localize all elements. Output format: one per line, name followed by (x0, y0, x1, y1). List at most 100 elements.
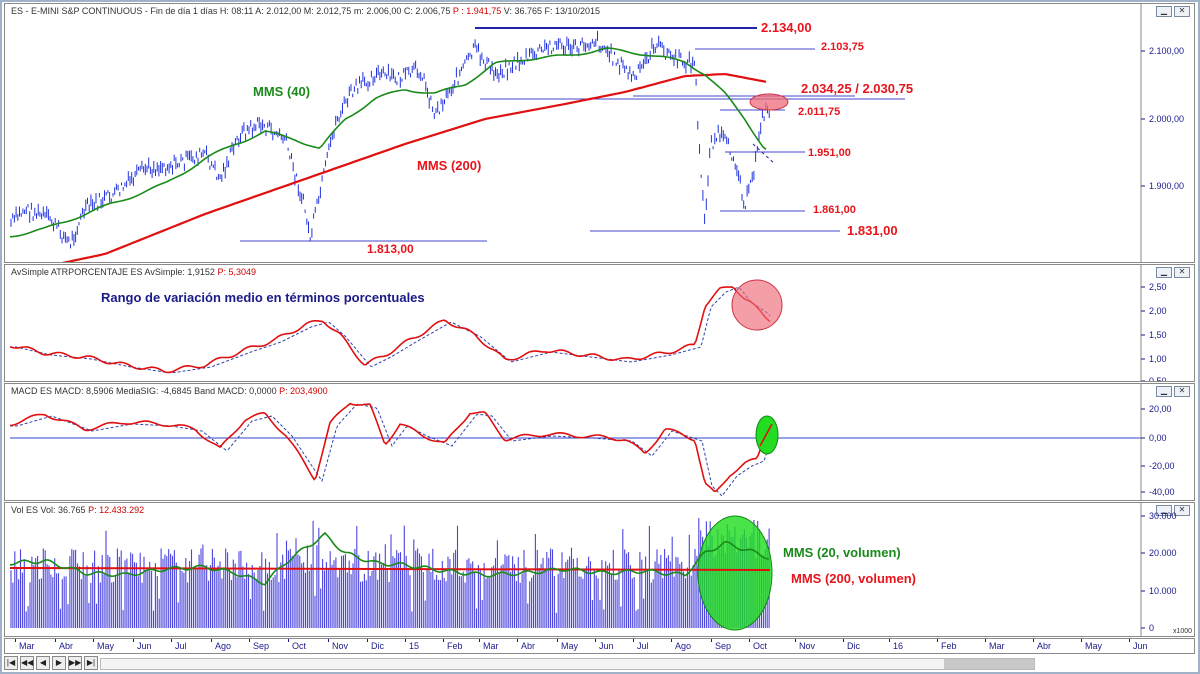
close-pane-button[interactable]: ✕ (1174, 386, 1190, 397)
prev-icon[interactable]: ◀ (36, 656, 50, 670)
time-axis-tick (795, 639, 796, 642)
time-axis-label: Sep (253, 641, 270, 651)
macd-pane[interactable]: MACD ES MACD: 8,5906 MediaSIG: -4,6845 B… (4, 383, 1195, 501)
close-pane-button[interactable]: ✕ (1174, 505, 1190, 516)
time-axis-tick (443, 639, 444, 642)
volume-scale-label: x1000 (1173, 628, 1192, 635)
first-icon[interactable]: |◀ (4, 656, 18, 670)
scrollbar-thumb[interactable] (944, 659, 1034, 669)
level-1951-label: 1.951,00 (808, 147, 851, 159)
volume-pane-buttons: ▁ ✕ (1156, 505, 1190, 516)
time-axis-label: Dic (371, 641, 384, 651)
price-chart-svg: 2.100,00 2.000,00 1.900,00 (9, 4, 1184, 262)
time-axis-label: May (1085, 641, 1103, 651)
time-axis-tick (367, 639, 368, 642)
time-scrollbar[interactable] (100, 658, 1035, 670)
time-axis-tick (557, 639, 558, 642)
macd-chart-svg: 20,00 0,00 -20,00 -40,00 (9, 384, 1175, 500)
volume-tick-label: 20.000 (1149, 548, 1177, 558)
volume-chart-svg: 30.000 20.000 10.000 0 x1000 (9, 503, 1192, 636)
price-pane[interactable]: ES - E-MINI S&P CONTINUOUS - Fin de día … (4, 3, 1195, 263)
mms40-line (9, 47, 767, 238)
atr-tick-label: 2,50 (1149, 282, 1167, 292)
time-axis-label: Oct (753, 641, 768, 651)
time-axis-label: Ago (215, 641, 232, 651)
atr-tick-label: 0,50 (1149, 376, 1167, 382)
time-axis-label: May (97, 641, 115, 651)
time-axis-tick (595, 639, 596, 642)
price-tick-label: 2.000,00 (1149, 114, 1184, 124)
volume-tick-label: 30.000 (1149, 511, 1177, 521)
level-2134-label: 2.134,00 (761, 20, 812, 35)
time-axis-label: 15 (409, 641, 420, 651)
minimize-pane-button[interactable]: ▁ (1156, 386, 1172, 397)
atr-pane-header: AvSimple ATRPORCENTAJE ES AvSimple: 1,91… (11, 267, 256, 277)
atr-line (9, 286, 771, 374)
level-1861-label: 1.861,00 (813, 204, 856, 216)
time-axis-label: Mar (483, 641, 499, 651)
atr-pane-buttons: ▁ ✕ (1156, 267, 1190, 278)
atr-signal-line (10, 286, 771, 374)
close-pane-button[interactable]: ✕ (1174, 6, 1190, 17)
volume-pane[interactable]: Vol ES Vol: 36.765 P: 12.433.292 ▁ ✕ 30.… (4, 502, 1195, 637)
time-axis-label: Feb (941, 641, 957, 651)
time-axis-label: Abr (1037, 641, 1052, 651)
time-axis-tick (1033, 639, 1034, 642)
time-axis-tick (517, 639, 518, 642)
minimize-pane-button[interactable]: ▁ (1156, 505, 1172, 516)
mms200-line (61, 73, 767, 262)
close-pane-button[interactable]: ✕ (1174, 267, 1190, 278)
time-axis-label: Abr (59, 641, 74, 651)
time-axis-tick (889, 639, 890, 642)
time-axis-label: Jun (137, 641, 152, 651)
rewind-icon[interactable]: ◀◀ (20, 656, 34, 670)
next-icon[interactable]: ▶ (52, 656, 66, 670)
time-axis-tick (249, 639, 250, 642)
minimize-pane-button[interactable]: ▁ (1156, 267, 1172, 278)
forward-icon[interactable]: ▶▶ (68, 656, 82, 670)
volume-pane-header: Vol ES Vol: 36.765 P: 12.433.292 (11, 505, 145, 515)
minimize-pane-button[interactable]: ▁ (1156, 6, 1172, 17)
time-axis-label: Jun (599, 641, 614, 651)
level-2034-label: 2.034,25 / 2.030,75 (801, 81, 914, 96)
time-axis-label: Mar (989, 641, 1005, 651)
time-axis-label: Jun (1133, 641, 1148, 651)
macd-pane-header: MACD ES MACD: 8,5906 MediaSIG: -4,6845 B… (11, 386, 328, 396)
time-axis-label: Mar (19, 641, 35, 651)
mms20-volume-label: MMS (20, volumen) (783, 545, 901, 560)
time-axis-tick (671, 639, 672, 642)
atr-chart-svg: 2,50 2,00 1,50 1,00 0,50 (9, 265, 1167, 382)
time-axis-tick (711, 639, 712, 642)
time-axis-tick (1081, 639, 1082, 642)
time-axis-tick (171, 639, 172, 642)
time-axis-tick (749, 639, 750, 642)
time-axis-label: May (561, 641, 579, 651)
macd-highlight (755, 415, 779, 455)
time-axis-label: Ago (675, 641, 692, 651)
time-axis-label: Sep (715, 641, 732, 651)
volume-tick-label: 10.000 (1149, 586, 1177, 596)
time-axis-tick (937, 639, 938, 642)
time-axis-tick (55, 639, 56, 642)
time-axis-label: Nov (332, 641, 349, 651)
time-axis-label: Nov (799, 641, 816, 651)
time-axis-label: Feb (447, 641, 463, 651)
atr-tick-label: 1,50 (1149, 330, 1167, 340)
navigation-bar: |◀ ◀◀ ◀ ▶ ▶▶ ▶| (4, 655, 1195, 671)
atr-highlight (731, 279, 783, 331)
time-axis-tick (633, 639, 634, 642)
last-icon[interactable]: ▶| (84, 656, 98, 670)
atr-tick-label: 1,00 (1149, 354, 1167, 364)
time-axis-tick (15, 639, 16, 642)
time-axis-label: Jul (175, 641, 187, 651)
time-axis-tick (1129, 639, 1130, 642)
time-axis-tick (328, 639, 329, 642)
price-pane-header: ES - E-MINI S&P CONTINUOUS - Fin de día … (11, 6, 601, 16)
mms200-label: MMS (200) (417, 158, 482, 173)
time-axis-tick (93, 639, 94, 642)
atr-pane[interactable]: AvSimple ATRPORCENTAJE ES AvSimple: 1,91… (4, 264, 1195, 382)
time-axis-tick (211, 639, 212, 642)
level-2103-label: 2.103,75 (821, 41, 864, 53)
time-axis-label: Abr (521, 641, 536, 651)
resistance-highlight (749, 93, 789, 111)
